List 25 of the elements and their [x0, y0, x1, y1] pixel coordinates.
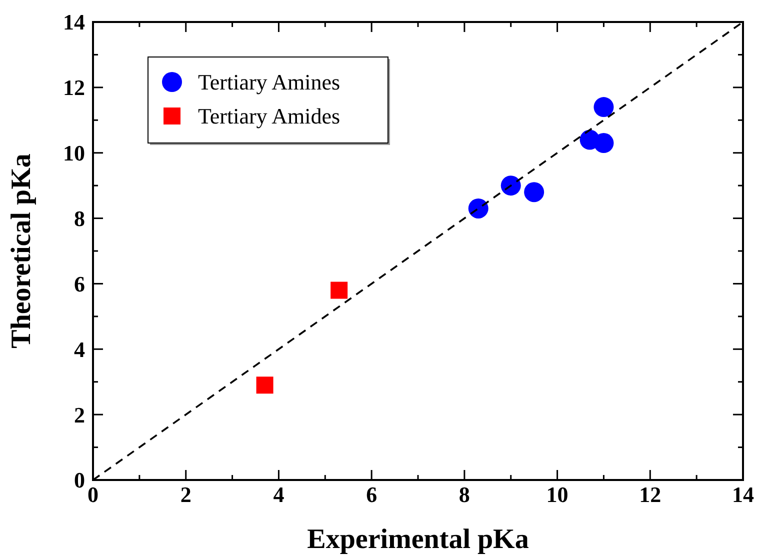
x-tick-label: 2 [180, 482, 192, 507]
x-tick-label: 6 [366, 482, 378, 507]
x-tick-label: 14 [732, 482, 754, 507]
point [500, 176, 521, 196]
x-tick-label: 4 [273, 482, 284, 507]
point [594, 133, 614, 154]
x-tick-label: 8 [458, 482, 470, 507]
x-tick-label: 12 [639, 482, 662, 507]
y-tick-label: 2 [74, 402, 85, 428]
point [524, 182, 544, 202]
y-axis-title: Theoretical pKa [6, 154, 37, 348]
y-tick-label: 8 [74, 206, 85, 231]
point [468, 198, 488, 218]
point [330, 282, 348, 299]
legend-label: Tertiary Amides [198, 104, 340, 129]
point [256, 376, 274, 394]
y-tick-label: 6 [74, 271, 85, 296]
x-tick-label: 10 [546, 482, 568, 507]
y-tick-label: 10 [63, 140, 85, 166]
legend-label: Tertiary Amines [198, 70, 340, 95]
y-tick-label: 12 [63, 75, 85, 100]
y-tick-label: 14 [63, 10, 85, 35]
point [594, 97, 614, 118]
y-tick-label: 4 [74, 336, 85, 362]
x-axis-title: Experimental pKa [307, 524, 529, 555]
